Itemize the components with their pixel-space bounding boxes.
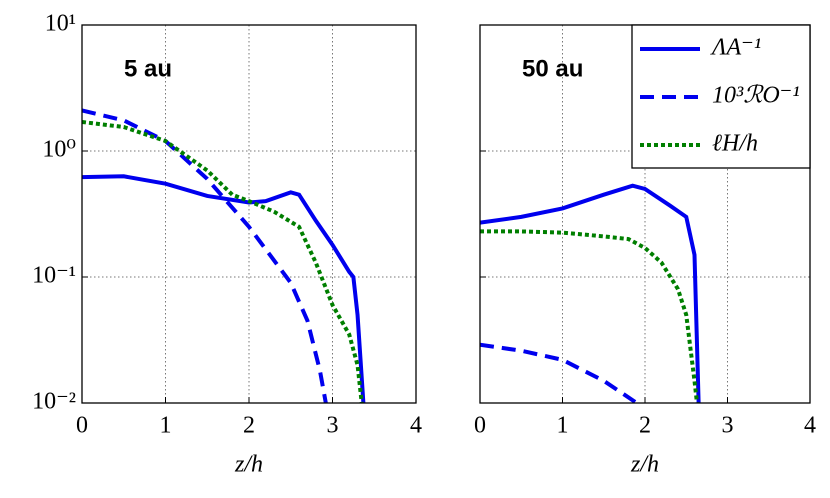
x-tick-label: 1	[557, 413, 569, 439]
x-tick-label: 3	[327, 413, 339, 439]
y-tick-label: 10⁻²	[32, 389, 76, 415]
series-line	[480, 342, 638, 403]
x-tick-label: 0	[474, 413, 486, 439]
x-tick-label: 0	[76, 413, 88, 439]
annotation: 5 au	[124, 55, 172, 82]
x-tick-label: 4	[410, 413, 422, 439]
series-line	[82, 174, 366, 403]
x-tick-label: 1	[160, 413, 172, 439]
annotation: 50 au	[522, 55, 583, 82]
y-tick-label: 10⁻¹	[32, 263, 76, 289]
x-tick-label: 3	[722, 413, 734, 439]
legend-label: ΛA⁻¹	[710, 35, 761, 61]
series-line	[82, 119, 364, 403]
x-tick-label: 4	[804, 413, 816, 439]
x-axis-label: z/h	[630, 452, 659, 478]
series-line	[82, 108, 328, 403]
series-line	[480, 183, 701, 403]
y-tick-label: 10¹	[45, 11, 76, 37]
x-axis-label: z/h	[234, 452, 263, 478]
legend-label: ℓH/h	[712, 131, 758, 157]
plot-frame	[81, 24, 417, 404]
x-tick-label: 2	[243, 413, 255, 439]
x-tick-label: 2	[639, 413, 651, 439]
y-tick-label: 10⁰	[42, 137, 76, 163]
series-line	[480, 229, 699, 403]
legend-label: 10³ℛO⁻¹	[712, 83, 800, 109]
